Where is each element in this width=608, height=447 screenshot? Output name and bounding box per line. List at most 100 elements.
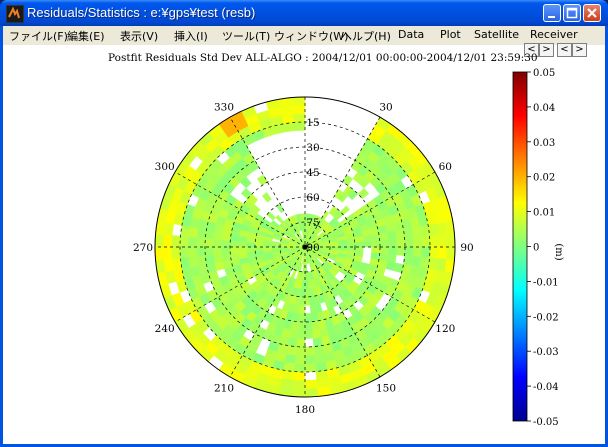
residual-cell [304,288,310,298]
residual-cell [247,193,259,205]
residual-cell [205,254,215,265]
residual-cell [263,246,273,251]
residual-cell [371,240,381,248]
residual-cell [221,239,231,248]
residual-cell [196,237,206,248]
maximize-button[interactable] [563,4,581,22]
residual-cell [379,246,389,255]
residual-cell [290,269,297,279]
residual-cell [154,246,165,261]
residual-cell [395,229,405,240]
residual-cell [436,258,447,272]
polar-grid [154,96,456,398]
residual-cell [412,246,422,258]
azimuth-label: 330 [214,102,234,114]
residual-cell [396,238,406,248]
menu-data[interactable]: Data [398,28,425,41]
menu-help[interactable]: ヘルプ(H) [341,30,391,43]
nav-next2-button[interactable]: > [572,43,587,57]
residual-cell [296,329,306,339]
residual-cell [427,223,439,237]
residual-cell [280,378,294,389]
plot-title: Postfit Residuals Std Dev ALL-ALGO : 200… [108,52,538,64]
close-button[interactable] [583,4,601,22]
residual-cell [337,243,347,248]
residual-cell [196,227,207,239]
residual-cell [163,234,173,248]
residual-cell [229,246,239,254]
residual-cell [180,225,191,238]
menu-plot[interactable]: Plot [440,28,461,41]
residual-cell [379,239,389,248]
residual-cell [213,246,223,256]
matlab-logo-icon [6,5,24,23]
azimuth-label: 300 [155,161,175,173]
nav-next-button[interactable]: > [539,43,554,57]
residual-cell [301,213,306,223]
figure-area: ファイル(F) 編集(E) 表示(V) 挿入(I) ツール(T) ウィンドウ(W… [3,26,605,444]
minimize-button[interactable] [543,4,561,22]
polar-labels: 30 60 90 120 150 180 210 240 270 300 330 15 30 45 60 75… [133,102,474,416]
menu-receiver[interactable]: Receiver [530,28,578,41]
azimuth-label: 60 [439,161,452,173]
residual-cell [362,240,372,248]
nav-prev-button[interactable]: < [524,43,539,57]
residual-cell [329,243,339,248]
residual-cell [250,203,261,214]
menu-insert[interactable]: 挿入(I) [174,30,208,43]
menu-bar: ファイル(F) 編集(E) 表示(V) 挿入(I) ツール(T) ウィンドウ(W… [3,26,605,45]
residual-cell [411,226,422,238]
residual-cell [293,363,306,373]
residual-cell [378,232,389,241]
residual-cell [312,337,323,347]
residual-cell [387,246,397,256]
menu-edit[interactable]: 編集(E) [67,30,105,43]
residual-cell [304,271,309,281]
window-title: Residuals/Statistics : e:¥gps¥test (resb… [27,5,256,20]
menu-window[interactable]: ウィンドウ(W) [274,30,349,43]
elevation-label: 15 [306,117,319,129]
residual-cell [421,235,431,248]
elevation-label: 75 [306,217,319,229]
residual-cell [313,345,325,356]
residual-cell [188,256,199,268]
residual-cell [437,246,447,260]
residual-cell [246,246,256,253]
residual-cell [292,379,306,389]
residual-cell [204,246,214,256]
residual-cell [230,252,240,261]
residual-cell [338,192,349,203]
title-bar[interactable]: Residuals/Statistics : e:¥gps¥test (resb… [0,0,608,26]
residual-cell [287,337,298,347]
residual-cell [403,227,414,239]
residual-cell [204,238,214,248]
residual-cell [304,296,311,306]
residual-cell [283,122,296,133]
elevation-label: 45 [306,167,319,179]
residual-cell [310,312,319,322]
menu-view[interactable]: 表示(V) [120,30,159,43]
polar-skyplot[interactable]: 30 60 90 120 150 180 210 240 270 300 330 15 30 45 60 75… [3,26,605,444]
residual-cell [179,246,189,259]
menu-file[interactable]: ファイル(F) [9,30,68,43]
residual-cell [298,313,306,323]
residual-cell [196,255,207,267]
residual-cell [271,240,281,246]
residual-cell [285,345,297,356]
residual-cell [304,379,318,389]
residual-cell [436,222,447,236]
residual-cell [314,353,326,364]
residual-cell [354,241,364,248]
menu-satellite[interactable]: Satellite [474,28,520,41]
residual-cell [404,246,414,257]
residual-cell [291,96,306,107]
menu-tools[interactable]: ツール(T) [222,30,271,43]
nav-prev2-button[interactable]: < [557,43,572,57]
residual-cell [304,321,313,331]
residual-cell [221,253,232,262]
residual-cell [284,353,296,364]
azimuth-label: 150 [376,382,396,394]
residual-cell [304,279,309,289]
residual-cell [239,176,252,189]
residual-cell [171,235,181,248]
